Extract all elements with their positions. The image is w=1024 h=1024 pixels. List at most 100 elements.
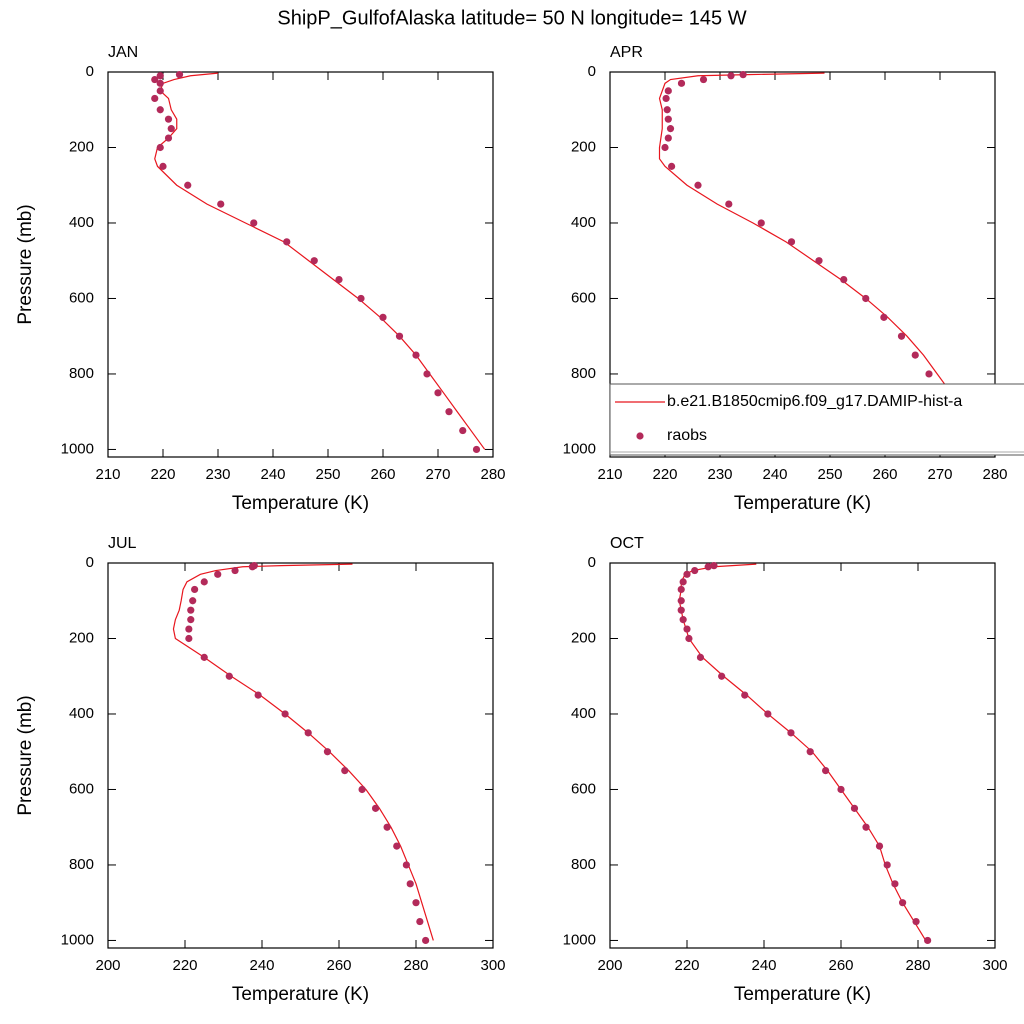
x-tick-label: 260 [370, 466, 395, 483]
panel-title: JAN [108, 44, 138, 61]
raob-point [217, 200, 225, 208]
raob-point [151, 94, 159, 103]
x-tick-label: 220 [172, 957, 197, 974]
raob-point [664, 115, 672, 123]
y-tick-label: 800 [571, 856, 596, 873]
raob-point [191, 585, 199, 594]
y-tick-label: 200 [571, 138, 596, 155]
raob-point [661, 143, 669, 152]
x-tick-label: 210 [95, 466, 120, 483]
x-tick-label: 230 [707, 466, 732, 483]
raob-point [911, 351, 919, 359]
y-axis-label: Pressure (mb) [15, 204, 36, 324]
raob-point [677, 79, 686, 87]
raob-point [250, 219, 258, 227]
raob-point [837, 785, 845, 794]
y-tick-label: 400 [69, 705, 94, 722]
raob-point [156, 87, 164, 95]
raob-point [156, 79, 164, 87]
raob-point [156, 106, 164, 114]
x-tick-label: 260 [872, 466, 897, 483]
raob-point [739, 71, 747, 79]
raob-point [358, 785, 366, 794]
x-tick-label: 220 [150, 466, 175, 483]
raob-point [677, 606, 685, 614]
raob-point [757, 219, 765, 227]
raob-point [335, 275, 343, 284]
raob-point [185, 634, 193, 643]
raob-point [815, 257, 823, 265]
x-tick-label: 230 [205, 466, 230, 483]
raob-point [254, 691, 262, 699]
raob-point [393, 842, 401, 850]
raob-point [862, 823, 870, 831]
raob-point [840, 275, 848, 284]
raob-point [164, 134, 173, 142]
panel: 210 220 230 240 250 260 270 280 0 200 400 600 800 100… [15, 44, 506, 514]
x-tick-label: 250 [817, 466, 842, 483]
x-tick-label: 240 [762, 466, 787, 483]
x-tick-label: 270 [927, 466, 952, 483]
raob-point [200, 653, 208, 661]
x-tick-label: 200 [95, 957, 120, 974]
raob-point [677, 585, 685, 594]
y-tick-label: 800 [69, 856, 94, 873]
y-tick-label: 200 [69, 629, 94, 646]
x-tick-label: 260 [828, 957, 853, 974]
raob-point [156, 72, 164, 80]
raob-point [912, 917, 920, 926]
raob-point [925, 370, 933, 378]
raob-point [683, 570, 691, 578]
raob-point [472, 445, 481, 454]
raob-point [664, 87, 672, 95]
y-tick-label: 400 [69, 214, 94, 231]
x-tick-label: 280 [982, 466, 1007, 483]
y-tick-label: 0 [86, 63, 94, 80]
y-tick-label: 800 [69, 365, 94, 382]
raob-point [402, 861, 410, 869]
raob-point [281, 710, 289, 718]
panel: 200 220 240 260 280 300 0 200 400 600 800 1000 JUL Te… [15, 535, 506, 1005]
raob-point [187, 616, 195, 624]
x-axis-label: Temperature (K) [232, 984, 369, 1005]
panel: 200 220 240 260 280 300 0 200 400 600 800 1000 OCT Te… [563, 535, 1008, 1005]
raob-point [764, 710, 772, 718]
panel-title: APR [610, 44, 643, 61]
raob-point [159, 162, 167, 170]
raob-point [151, 75, 159, 84]
x-tick-label: 220 [652, 466, 677, 483]
raob-point [883, 861, 891, 869]
raob-point [304, 729, 312, 737]
raob-point [231, 566, 239, 575]
profile-line [678, 563, 927, 941]
raob-point [248, 563, 256, 571]
raob-point [880, 313, 888, 321]
raob-point [679, 578, 687, 586]
raob-point [897, 332, 906, 340]
raob-point [850, 804, 859, 812]
x-tick-label: 300 [982, 957, 1007, 974]
panel-title: JUL [108, 535, 137, 552]
raob-point [727, 72, 735, 80]
raob-point [459, 426, 467, 435]
x-tick-label: 200 [597, 957, 622, 974]
raob-point [924, 936, 932, 945]
legend-label: b.e21.B1850cmip6.f09_g17.DAMIP-hist-a [667, 393, 962, 410]
raob-point [787, 729, 795, 737]
x-tick-label: 240 [751, 957, 776, 974]
raob-point [787, 238, 796, 246]
plot-frame [609, 71, 996, 458]
y-tick-label: 1000 [61, 931, 94, 948]
raob-point [341, 766, 349, 775]
profile-line [172, 563, 434, 941]
raob-point [422, 936, 430, 945]
x-axis-label: Temperature (K) [734, 984, 871, 1005]
x-tick-label: 240 [260, 466, 285, 483]
raob-point [862, 294, 870, 303]
raob-point [187, 606, 195, 614]
legend: b.e21.B1850cmip6.f09_g17.DAMIP-hist-arao… [609, 383, 1024, 456]
legend-marker [636, 432, 644, 440]
raob-point [371, 804, 380, 812]
figure-title: ShipP_GulfofAlaska latitude= 50 N longit… [277, 7, 746, 29]
